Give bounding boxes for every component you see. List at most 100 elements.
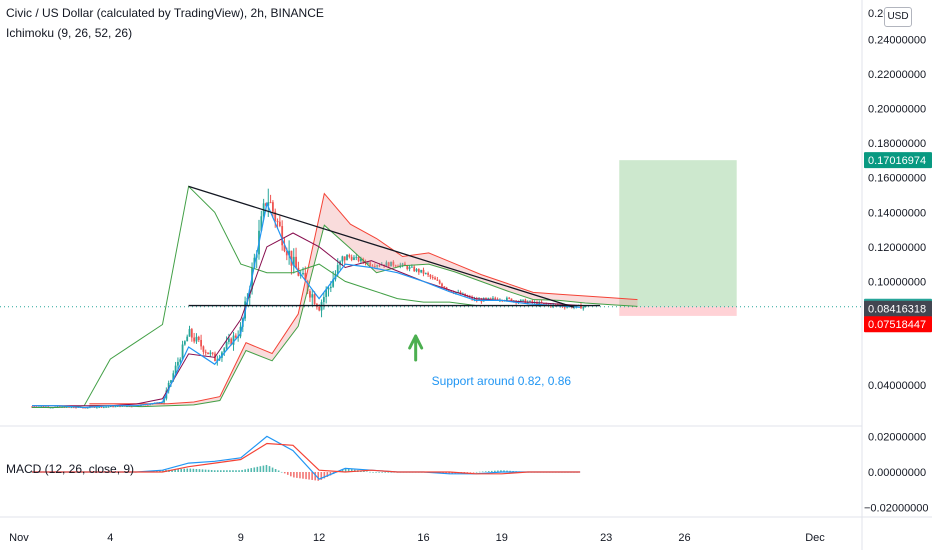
macd-histogram-bar xyxy=(329,472,332,476)
candle-body xyxy=(288,250,291,256)
candle-body xyxy=(343,256,346,261)
candle-body xyxy=(508,297,511,299)
candle-body xyxy=(114,406,117,408)
macd-histogram-bar xyxy=(286,472,289,475)
candle-body xyxy=(536,301,538,305)
candle-body xyxy=(105,406,108,408)
candle-body xyxy=(172,373,175,381)
candle-body xyxy=(492,297,494,299)
candle-body xyxy=(204,351,207,353)
macd-histogram-bar xyxy=(238,470,240,472)
macd-histogram-bar xyxy=(216,470,219,472)
candle-body xyxy=(265,203,267,206)
macd-histogram-bar xyxy=(384,472,387,473)
candle-body xyxy=(112,406,114,408)
candle-body xyxy=(225,341,228,349)
candle-body xyxy=(200,339,202,347)
macd-histogram-bar xyxy=(481,471,484,473)
macd-histogram-bar xyxy=(445,472,447,474)
candle-body xyxy=(522,299,524,301)
candle-body xyxy=(195,336,198,342)
y-tick-label: 0.10000000 xyxy=(868,276,926,288)
macd-histogram-bar xyxy=(363,470,365,472)
candle-body xyxy=(431,277,434,279)
macd-histogram-bar xyxy=(201,469,204,472)
macd-histogram-bar xyxy=(320,472,323,480)
macd-histogram-bar xyxy=(305,472,307,480)
macd-histogram-bar xyxy=(487,471,490,472)
macd-histogram-bar xyxy=(247,468,249,472)
candle-body xyxy=(272,202,274,212)
candle-body xyxy=(441,283,443,287)
candle-body xyxy=(397,265,399,267)
x-tick-label: 23 xyxy=(600,532,612,544)
macd-histogram-bar xyxy=(189,468,192,472)
candle-body xyxy=(378,265,381,267)
candle-body xyxy=(309,291,311,298)
macd-histogram-bar xyxy=(250,468,253,472)
macd-histogram-bar xyxy=(183,468,186,472)
macd-histogram-bar xyxy=(204,469,207,472)
x-tick-label: 26 xyxy=(678,532,690,544)
macd-histogram-bar xyxy=(268,466,271,472)
macd-histogram-bar xyxy=(241,469,243,472)
macd-histogram-bar xyxy=(192,468,195,472)
macd-histogram-bar xyxy=(344,468,347,472)
candle-body xyxy=(471,296,474,300)
candle-body xyxy=(346,254,348,261)
macd-histogram-bar xyxy=(442,472,444,474)
macd-histogram-bar xyxy=(381,472,383,473)
indicator-legend[interactable]: Ichimoku (9, 26, 52, 26) xyxy=(6,26,133,40)
macd-histogram-bar xyxy=(207,469,210,472)
candle-body xyxy=(413,266,416,272)
candle-body xyxy=(197,336,200,340)
candle-body xyxy=(107,406,110,408)
macd-histogram-bar xyxy=(390,472,393,473)
currency-badge[interactable]: USD xyxy=(884,7,912,27)
candle-body xyxy=(436,279,439,281)
macd-histogram-bar xyxy=(293,472,295,478)
macd-y-tick-label: 0.00000000 xyxy=(868,467,926,479)
macd-histogram-bar xyxy=(171,469,173,472)
y-tick-label: 0.04000000 xyxy=(868,380,926,392)
macd-histogram-bar xyxy=(366,471,368,473)
candle-body xyxy=(373,266,376,268)
macd-histogram-bar xyxy=(229,470,231,472)
macd-histogram-bar xyxy=(308,472,310,480)
y-tick-label: 0.22000000 xyxy=(868,69,926,81)
candle-body xyxy=(72,407,75,409)
candle-body xyxy=(70,407,73,409)
candle-body xyxy=(86,407,89,409)
y-tick-label: 0.24000000 xyxy=(868,35,926,47)
x-tick-label: 19 xyxy=(496,532,508,544)
candle-body xyxy=(313,294,316,305)
macd-histogram-bar xyxy=(277,470,280,472)
price-label-text: 0.08416318 xyxy=(868,304,926,316)
macd-histogram-bar xyxy=(274,469,277,472)
macd-histogram-bar xyxy=(506,470,508,472)
y-tick-label: 0.18000000 xyxy=(868,138,926,150)
price-label-box xyxy=(864,316,932,333)
macd-histogram-bar xyxy=(323,472,326,479)
stop-zone xyxy=(619,306,737,316)
candle-body xyxy=(355,256,358,258)
ichimoku-cloud xyxy=(89,193,638,407)
candle-body xyxy=(93,406,96,408)
candle-body xyxy=(529,300,531,302)
candle-body xyxy=(260,216,263,231)
candle-body xyxy=(410,266,413,268)
candle-body xyxy=(276,221,279,223)
candle-body xyxy=(390,261,392,267)
candle-body xyxy=(329,286,332,289)
candle-body xyxy=(119,405,121,407)
candle-body xyxy=(415,269,418,272)
candle-body xyxy=(482,297,485,302)
candle-body xyxy=(167,382,170,391)
candle-body xyxy=(290,250,293,266)
candle-body xyxy=(394,265,397,267)
macd-histogram-bar xyxy=(219,470,222,472)
macd-histogram-bar xyxy=(290,472,292,477)
macd-legend[interactable]: MACD (12, 26, close, 9) xyxy=(6,462,135,476)
